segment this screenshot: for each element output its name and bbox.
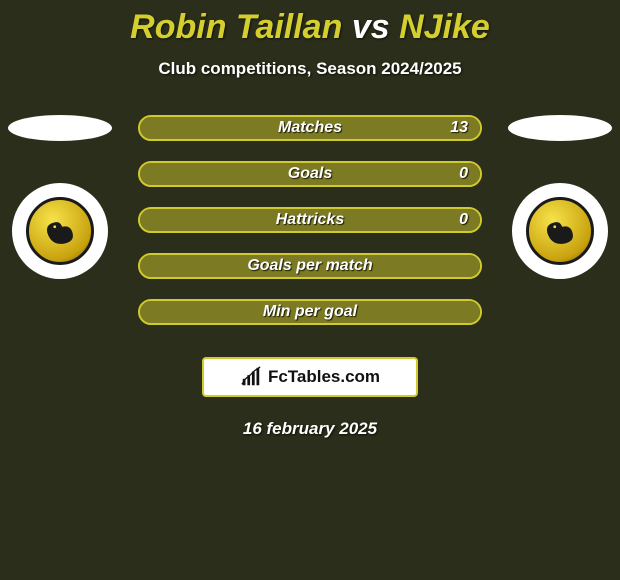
title-player1: Robin Taillan [130, 8, 342, 46]
duck-icon [539, 210, 581, 252]
brand-attribution[interactable]: FcTables.com [202, 357, 418, 397]
player1-avatar-placeholder [8, 115, 112, 141]
comparison-card: Robin Taillan vs NJike Club competitions… [0, 0, 620, 439]
main-area: Matches 13 Goals 0 Hattricks 0 Goals per… [0, 115, 620, 439]
stat-label: Hattricks [276, 211, 344, 229]
club-badge-icon [526, 197, 594, 265]
stat-value-right: 0 [459, 165, 468, 183]
stat-row-goals: Goals 0 [138, 161, 482, 187]
duck-icon [39, 210, 81, 252]
stat-row-hattricks: Hattricks 0 [138, 207, 482, 233]
player1-club-badge [12, 183, 108, 279]
brand-name: FcTables.com [268, 367, 380, 387]
player2-column [508, 115, 612, 279]
player2-club-badge [512, 183, 608, 279]
stat-label: Matches [278, 119, 342, 137]
club-badge-icon [26, 197, 94, 265]
title-player2: NJike [399, 8, 490, 46]
stat-row-goals-per-match: Goals per match [138, 253, 482, 279]
stat-row-matches: Matches 13 [138, 115, 482, 141]
stat-row-min-per-goal: Min per goal [138, 299, 482, 325]
stat-value-right: 13 [450, 119, 468, 137]
stat-label: Min per goal [263, 303, 357, 321]
player1-column [8, 115, 112, 279]
subtitle: Club competitions, Season 2024/2025 [0, 59, 620, 79]
title-vs: vs [352, 8, 390, 46]
comparison-date: 16 february 2025 [0, 419, 620, 439]
bar-chart-icon [240, 366, 262, 388]
stat-label: Goals per match [247, 257, 372, 275]
stat-value-right: 0 [459, 211, 468, 229]
player2-avatar-placeholder [508, 115, 612, 141]
page-title: Robin Taillan vs NJike [0, 8, 620, 47]
stats-list: Matches 13 Goals 0 Hattricks 0 Goals per… [138, 115, 482, 325]
stat-label: Goals [288, 165, 332, 183]
